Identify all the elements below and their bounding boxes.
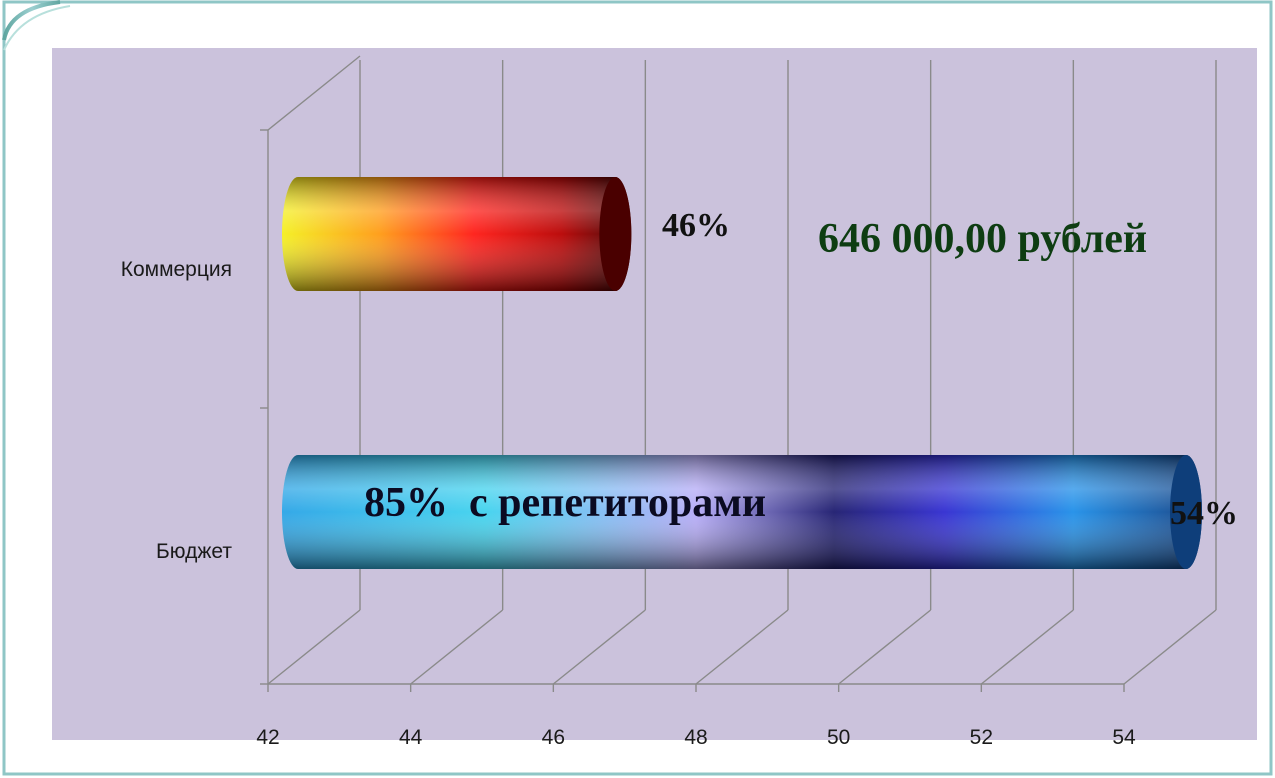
gridline-depth bbox=[410, 609, 504, 685]
bar-budget bbox=[282, 455, 1202, 569]
bar-end-cap bbox=[1170, 455, 1202, 569]
x-tick-label: 48 bbox=[684, 726, 707, 749]
bar-shading bbox=[282, 177, 632, 291]
y-axis-top-depth bbox=[267, 55, 361, 131]
plot-background bbox=[52, 48, 1257, 740]
x-tick-label: 54 bbox=[1112, 726, 1136, 749]
data-label-budget: 54% bbox=[1170, 495, 1238, 532]
gridline-depth bbox=[695, 609, 789, 685]
annotation-budget-tutors: 85% с репетиторами bbox=[364, 480, 766, 526]
category-label: Бюджет bbox=[156, 540, 232, 563]
bar-end-cap bbox=[599, 177, 632, 291]
bar-commerce bbox=[282, 177, 632, 291]
slide-corner-ornament-inner bbox=[3, 5, 71, 51]
gridline-depth bbox=[838, 609, 932, 685]
x-tick-label: 52 bbox=[970, 726, 993, 749]
gridline-depth bbox=[552, 609, 646, 685]
annotation-commerce-amount: 646 000,00 рублей bbox=[818, 216, 1147, 262]
x-tick-label: 42 bbox=[256, 726, 279, 749]
category-label: Коммерция bbox=[121, 258, 232, 281]
gridline-depth bbox=[267, 609, 361, 685]
gridline-depth bbox=[1123, 609, 1217, 685]
data-label-commerce: 46% bbox=[662, 207, 730, 244]
gridline-depth bbox=[980, 609, 1074, 685]
x-tick-label: 46 bbox=[542, 726, 565, 749]
slide-corner-ornament bbox=[2, 0, 61, 41]
x-tick-label: 50 bbox=[827, 726, 850, 749]
bar-shading bbox=[282, 455, 1202, 569]
x-tick-label: 44 bbox=[399, 726, 423, 749]
